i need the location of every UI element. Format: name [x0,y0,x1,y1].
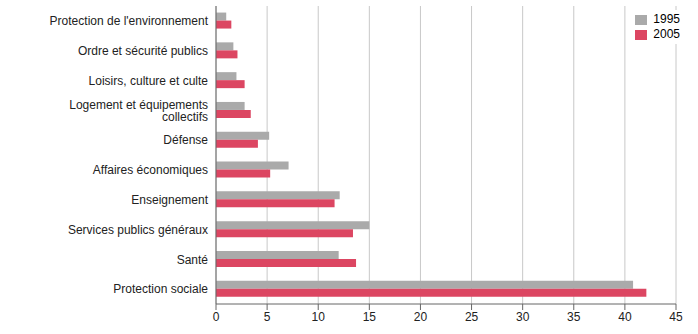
svg-text:Logement et équipementscollect: Logement et équipementscollectifs [69,98,208,124]
svg-text:20: 20 [414,310,428,324]
svg-text:0: 0 [213,310,220,324]
svg-text:25: 25 [465,310,479,324]
svg-text:5: 5 [264,310,271,324]
svg-text:Santé: Santé [177,253,209,267]
svg-text:Enseignement: Enseignement [131,193,208,207]
svg-text:30: 30 [516,310,530,324]
svg-text:Défense: Défense [163,133,208,147]
svg-text:Affaires économiques: Affaires économiques [93,163,208,177]
svg-text:45: 45 [669,310,683,324]
svg-text:40: 40 [618,310,632,324]
html-text:1995: 1995 [653,12,680,26]
svg-text:35: 35 [567,310,581,324]
svg-text:Protection de l'environnement: Protection de l'environnement [50,14,209,28]
svg-text:Loisirs, culture et culte: Loisirs, culture et culte [89,74,209,88]
svg-text:10: 10 [312,310,326,324]
svg-text:Protection sociale: Protection sociale [113,282,208,296]
html-text:2005: 2005 [653,27,680,41]
svg-text:Services publics généraux: Services publics généraux [68,223,208,237]
svg-text:Ordre et sécurité publics: Ordre et sécurité publics [78,44,208,58]
svg-text:15: 15 [363,310,377,324]
